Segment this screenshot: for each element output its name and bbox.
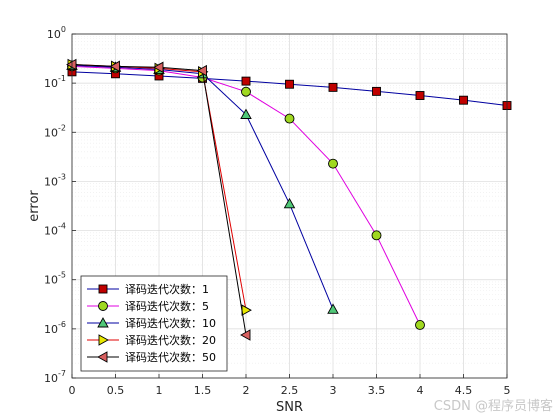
- x-tick-label: 4.5: [455, 384, 473, 397]
- legend-item: 译码迭代次数：50: [87, 350, 216, 364]
- data-point: [415, 320, 425, 330]
- data-point: [327, 303, 339, 314]
- x-tick-label: 3.5: [368, 384, 386, 397]
- data-point: [240, 108, 252, 119]
- data-point: [459, 95, 468, 105]
- legend-label: 译码迭代次数：20: [125, 333, 216, 347]
- legend-marker: [98, 284, 108, 294]
- y-tick-label: 10-4: [44, 222, 66, 238]
- data-point: [153, 61, 164, 74]
- y-axis-label: error: [27, 190, 42, 222]
- data-point: [285, 79, 294, 89]
- y-tick-base: 10: [44, 77, 58, 90]
- y-tick-exponent: -7: [58, 369, 66, 378]
- data-point: [241, 76, 251, 86]
- legend-marker: [98, 334, 109, 346]
- legend-item: 译码迭代次数：1: [87, 282, 209, 296]
- y-tick-base: 10: [44, 175, 58, 188]
- legend: 译码迭代次数：1 译码迭代次数：5 译码迭代次数：10 译码迭代次数：20 译码迭代次数…: [80, 275, 228, 372]
- data-point: [328, 82, 338, 92]
- x-tick-label: 0.5: [107, 384, 125, 397]
- series-5: [66, 58, 251, 341]
- legend-label: 译码迭代次数：1: [125, 282, 209, 296]
- y-tick-label: 10-7: [44, 369, 66, 385]
- y-tick-base: 10: [44, 372, 58, 385]
- y-tick-base: 10: [44, 225, 58, 238]
- x-tick-label: 0: [69, 384, 76, 397]
- legend-marker: [98, 301, 108, 311]
- x-tick-label: 4: [417, 384, 424, 397]
- data-point: [371, 230, 382, 241]
- legend-label: 译码迭代次数：50: [125, 350, 216, 364]
- watermark: CSDN @程序员博客: [434, 398, 553, 414]
- x-tick-label: 1: [156, 384, 163, 397]
- y-tick-label: 10-3: [44, 172, 66, 188]
- data-point: [284, 113, 295, 124]
- y-tick-label: 10-2: [44, 123, 66, 139]
- data-point: [109, 60, 120, 73]
- data-point: [415, 91, 425, 100]
- y-tick-base: 10: [44, 274, 58, 287]
- legend-marker: [97, 351, 108, 363]
- y-tick-label: 10-5: [44, 271, 66, 287]
- plot-frame: [71, 33, 508, 379]
- data-point: [372, 86, 381, 96]
- legend-label: 译码迭代次数：10: [125, 316, 216, 330]
- y-tick-exponent: -5: [58, 271, 66, 280]
- y-tick-label: 10-6: [44, 320, 66, 336]
- data-point: [240, 329, 251, 341]
- x-tick-label: 2: [243, 384, 250, 397]
- y-tick-exponent: 0: [61, 25, 66, 34]
- data-point: [241, 86, 251, 97]
- y-tick-base: 10: [44, 126, 58, 139]
- series-layer: [66, 58, 512, 341]
- data-point: [283, 197, 296, 209]
- y-tick-exponent: -4: [58, 222, 66, 231]
- x-axis-label: SNR: [276, 400, 303, 415]
- y-tick-label: 100: [47, 25, 66, 41]
- y-tick-base: 10: [44, 323, 58, 336]
- y-tick-exponent: -6: [58, 320, 66, 329]
- tick-labels: 0 0.5 1 1.5 2 2.5 3 3.5 4 4.5 510010-110-210-310-4…: [44, 25, 510, 397]
- y-tick-base: 10: [47, 28, 61, 41]
- x-tick-label: 2.5: [281, 384, 299, 397]
- x-tick-label: 5: [504, 384, 511, 397]
- x-tick-label: 1.5: [194, 384, 212, 397]
- y-tick-exponent: -1: [58, 74, 66, 83]
- y-tick-exponent: -2: [58, 123, 66, 132]
- y-tick-label: 10-1: [44, 74, 66, 90]
- data-point: [66, 58, 77, 71]
- legend-marker: [97, 317, 109, 328]
- legend-item: 译码迭代次数：10: [87, 316, 216, 330]
- data-point: [196, 64, 207, 77]
- legend-label: 译码迭代次数：5: [125, 299, 209, 313]
- x-tick-label: 3: [330, 384, 337, 397]
- data-point: [328, 158, 338, 169]
- y-tick-exponent: -3: [58, 172, 66, 181]
- legend-item: 译码迭代次数：5: [87, 299, 209, 313]
- legend-item: 译码迭代次数：20: [87, 333, 216, 347]
